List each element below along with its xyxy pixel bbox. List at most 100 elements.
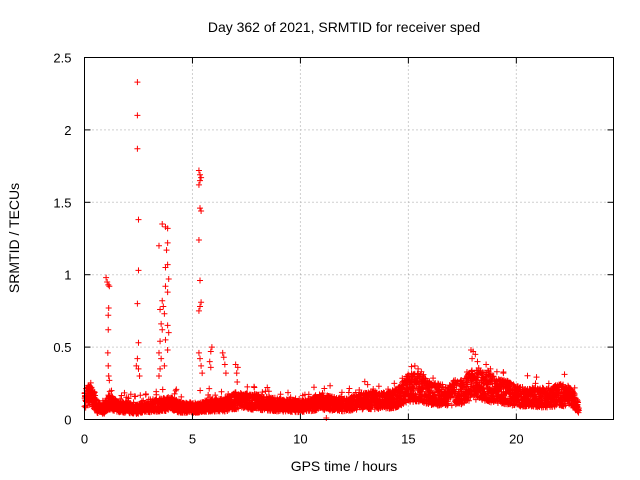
chart-title: Day 362 of 2021, SRMTID for receiver spe…: [208, 19, 480, 35]
data-point: [171, 390, 178, 397]
y-tick-label: 0.5: [53, 340, 71, 355]
data-point: [385, 386, 392, 393]
data-point: [195, 167, 202, 174]
data-point: [162, 336, 169, 343]
data-point: [104, 278, 111, 285]
data-point: [135, 339, 142, 346]
data-point: [500, 370, 507, 377]
data-point: [105, 305, 112, 312]
data-point: [165, 329, 172, 336]
data-point: [135, 365, 142, 372]
data-point: [207, 364, 214, 371]
data-point: [562, 402, 569, 409]
data-point: [161, 310, 168, 317]
data-point: [197, 277, 204, 284]
data-point: [195, 181, 202, 188]
data-point: [478, 370, 485, 377]
data-point: [161, 362, 168, 369]
data-point: [464, 381, 471, 388]
data-point: [164, 346, 171, 353]
x-tick-label: 5: [189, 432, 196, 447]
data-point: [251, 384, 258, 391]
data-point: [173, 386, 180, 393]
data-point: [259, 389, 266, 396]
y-tick-label: 2: [64, 123, 71, 138]
data-point: [469, 355, 476, 362]
data-point: [105, 312, 112, 319]
data-point: [472, 351, 479, 358]
x-tick-label: 0: [81, 432, 88, 447]
data-point: [160, 303, 167, 310]
data-point: [135, 267, 142, 274]
data-point: [197, 303, 204, 310]
data-point: [235, 405, 242, 412]
data-point: [265, 388, 272, 395]
data-point: [445, 400, 452, 407]
data-point: [524, 372, 531, 379]
data-point: [197, 387, 204, 394]
data-point: [208, 344, 215, 351]
data-point: [310, 384, 317, 391]
data-point: [487, 365, 494, 372]
data-point: [415, 365, 422, 372]
data-point: [155, 242, 162, 249]
data-point: [140, 397, 147, 404]
data-point: [159, 326, 166, 333]
data-point: [474, 358, 481, 365]
data-point: [164, 322, 171, 329]
data-point: [199, 370, 206, 377]
y-tick-label: 1.5: [53, 195, 71, 210]
data-point: [391, 380, 398, 387]
data-point: [575, 399, 582, 406]
data-point: [121, 389, 128, 396]
data-point: [220, 354, 227, 361]
data-point: [197, 177, 204, 184]
data-point: [197, 355, 204, 362]
data-point: [155, 349, 162, 356]
data-point: [264, 384, 271, 391]
data-point: [92, 392, 99, 399]
data-point: [545, 380, 552, 387]
y-tick-label: 1: [64, 268, 71, 283]
data-point: [137, 392, 144, 399]
data-point: [87, 379, 94, 386]
data-point: [233, 370, 240, 377]
data-point: [207, 348, 214, 355]
data-point: [125, 395, 132, 402]
data-point: [157, 365, 164, 372]
data-point: [135, 216, 142, 223]
data-point: [532, 380, 539, 387]
data-point: [507, 380, 514, 387]
data-point: [198, 362, 205, 369]
data-points: [81, 79, 582, 422]
y-tick-label: 0: [64, 413, 71, 428]
data-point: [197, 205, 204, 212]
data-point: [560, 381, 567, 388]
data-point: [155, 373, 162, 380]
data-point: [338, 389, 345, 396]
data-point: [158, 355, 165, 362]
y-tick-label: 2.5: [53, 51, 71, 66]
data-point: [105, 326, 112, 333]
data-point: [364, 381, 371, 388]
data-point: [108, 387, 115, 394]
data-point: [460, 378, 467, 385]
data-point: [106, 283, 113, 290]
data-point: [104, 349, 111, 356]
data-point: [219, 349, 226, 356]
data-point: [234, 378, 241, 385]
data-point: [305, 391, 312, 398]
data-point: [162, 283, 169, 290]
x-tick-label: 20: [509, 432, 523, 447]
data-point: [198, 299, 205, 306]
data-point: [132, 393, 139, 400]
data-point: [285, 389, 292, 396]
data-point: [571, 384, 578, 391]
data-point: [206, 358, 213, 365]
x-axis-label: GPS time / hours: [291, 458, 398, 474]
data-point: [118, 392, 125, 399]
axis-ticks: 0 5 10 15 20 0 0.5 1 1.5 2 2.5: [53, 51, 614, 447]
y-axis-label: SRMTID / TECUs: [6, 183, 22, 293]
data-point: [88, 384, 95, 391]
